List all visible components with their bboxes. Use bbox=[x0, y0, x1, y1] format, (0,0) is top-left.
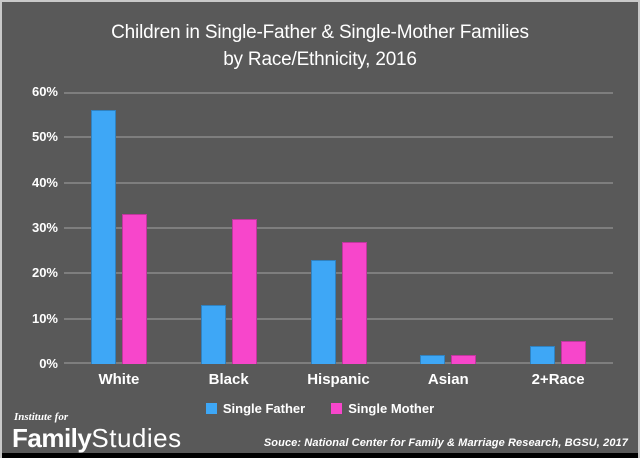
legend-item-single-mother: Single Mother bbox=[331, 401, 434, 416]
bar-single-mother-asian bbox=[451, 354, 477, 364]
category-label-hispanic: Hispanic bbox=[307, 371, 370, 388]
legend-swatch-single-mother bbox=[331, 403, 343, 414]
legend: Single Father Single Mother bbox=[2, 401, 638, 416]
ifs-logo: Institute for FamilyStudies bbox=[12, 411, 182, 452]
bar-single-father-2-race bbox=[530, 345, 556, 364]
category-label-asian: Asian bbox=[427, 371, 469, 388]
y-axis-label-30: 30% bbox=[31, 220, 58, 235]
bottom-strip bbox=[2, 453, 638, 458]
bar-single-mother-hispanic bbox=[341, 241, 367, 364]
legend-swatch-single-father bbox=[205, 403, 217, 414]
bar-single-father-hispanic bbox=[310, 259, 336, 364]
bar-single-father-black bbox=[200, 305, 226, 364]
legend-item-single-father: Single Father bbox=[205, 401, 306, 416]
legend-label-single-mother: Single Mother bbox=[348, 401, 435, 416]
gridline-20 bbox=[64, 272, 613, 275]
gridline-40 bbox=[64, 181, 613, 184]
y-axis-label-10: 10% bbox=[31, 310, 58, 326]
logo-family: Family bbox=[12, 423, 92, 453]
legend-label-single-father: Single Father bbox=[222, 401, 306, 416]
logo-institute-for: Institute for bbox=[14, 411, 69, 423]
bar-single-mother-2-race bbox=[561, 341, 587, 364]
chart-title: Children in Single-Father & Single-Mothe… bbox=[2, 19, 638, 73]
y-axis-label-40: 40% bbox=[31, 174, 58, 190]
chart-title-line1: Children in Single-Father & Single-Mothe… bbox=[111, 22, 529, 43]
bar-single-mother-black bbox=[231, 218, 257, 364]
bar-single-father-asian bbox=[420, 354, 446, 364]
source-credit: Souce: National Center for Family & Marr… bbox=[263, 437, 628, 449]
gridline-50 bbox=[64, 136, 613, 139]
y-axis-label-0: 0% bbox=[39, 356, 58, 371]
y-axis-label-50: 50% bbox=[31, 129, 58, 145]
gridline-60 bbox=[64, 92, 613, 94]
y-axis-label-60: 60% bbox=[31, 84, 58, 99]
gridline-10 bbox=[64, 317, 613, 320]
gridline-0 bbox=[64, 362, 613, 364]
plot-area bbox=[64, 92, 613, 364]
category-label-black: Black bbox=[208, 371, 249, 388]
chart-title-line2: by Race/Ethnicity, 2016 bbox=[223, 49, 417, 70]
bar-single-mother-white bbox=[121, 214, 147, 364]
bar-single-father-white bbox=[90, 110, 116, 364]
y-axis-label-20: 20% bbox=[31, 265, 58, 281]
category-label-white: White bbox=[98, 371, 140, 388]
category-label-2-race: 2+Race bbox=[531, 371, 585, 388]
logo-studies: Studies bbox=[91, 423, 182, 453]
logo-family-studies: FamilyStudies bbox=[12, 425, 182, 451]
gridline-30 bbox=[64, 227, 613, 229]
